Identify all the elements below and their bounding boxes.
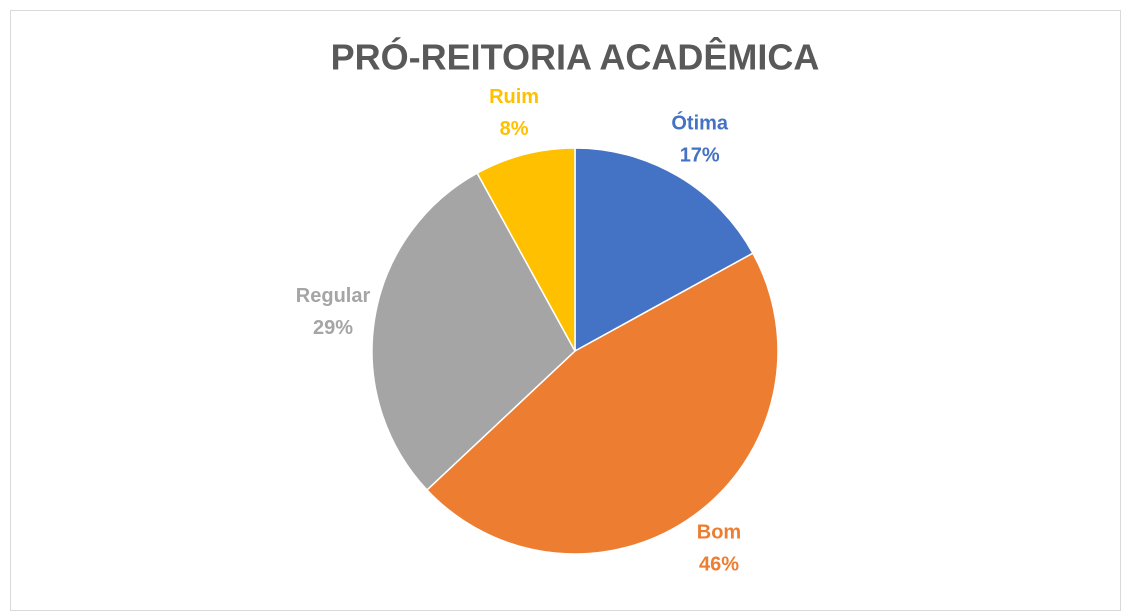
chart-title: PRÓ-REITORIA ACADÊMICA (331, 36, 820, 78)
slice-value-label: 46% (699, 553, 739, 575)
slice-category-label: Ruim (489, 86, 539, 108)
slice-value-label: 29% (313, 317, 353, 339)
slice-value-label: 8% (500, 118, 529, 140)
pie-slice (574, 147, 754, 353)
pie-slice (371, 172, 576, 492)
slice-value-label: 17% (680, 144, 720, 166)
pie-slice (425, 252, 779, 555)
slice-category-label: Ótima (671, 110, 729, 134)
slice-category-label: Regular (296, 285, 371, 307)
pie-slice (476, 147, 576, 352)
slice-category-label: Bom (697, 521, 741, 543)
